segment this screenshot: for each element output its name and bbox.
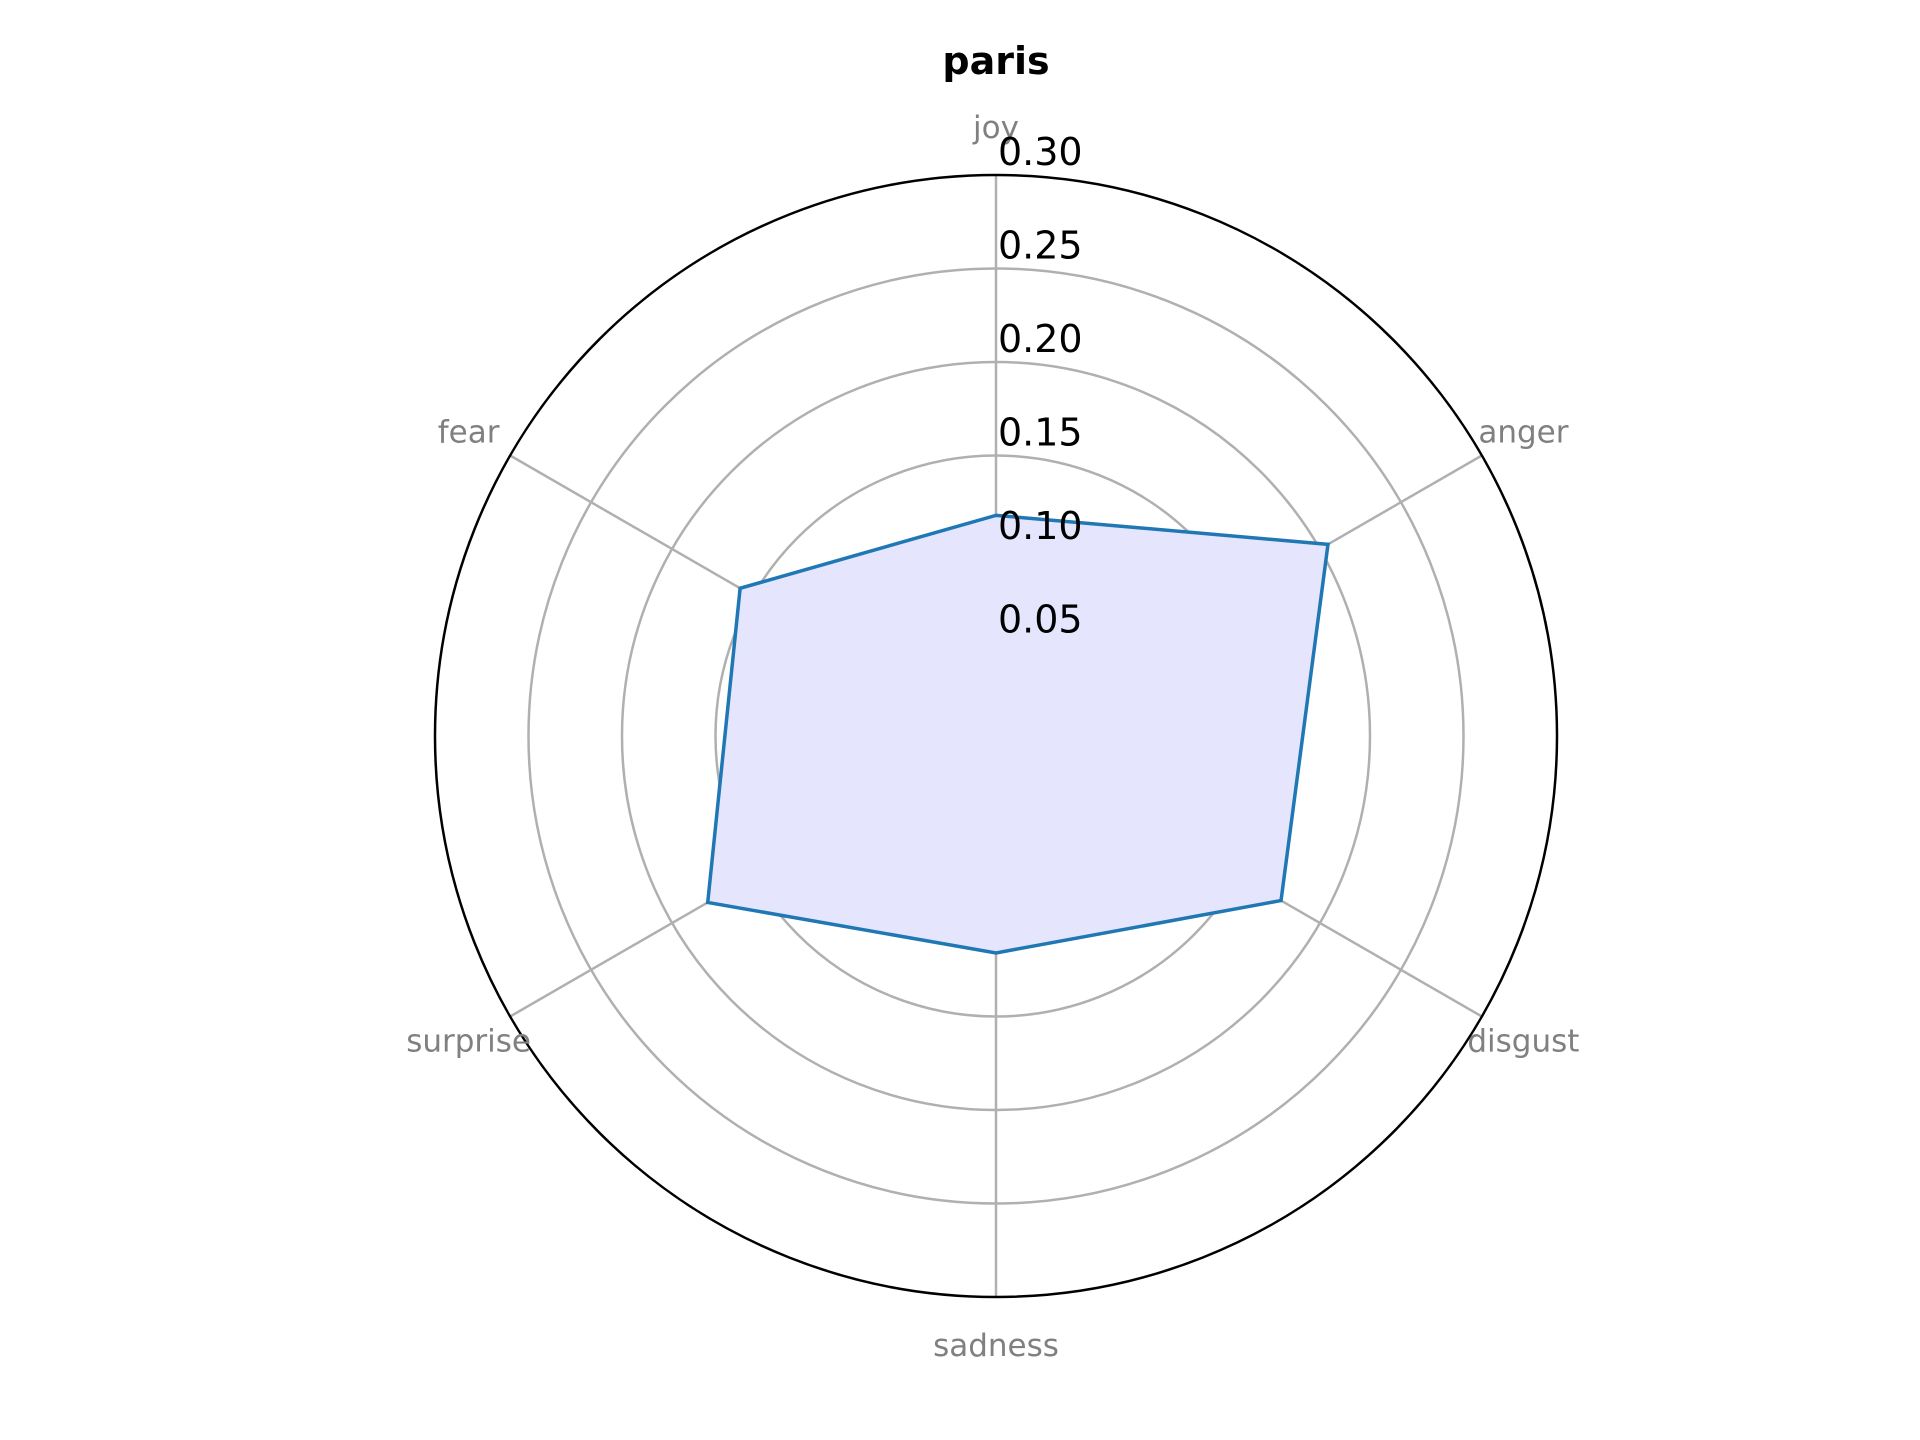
radial-tick-label: 0.15: [998, 411, 1083, 455]
radial-tick-label: 0.30: [998, 130, 1083, 174]
outer-ring: [433, 173, 1559, 1299]
category-label-sadness: sadness: [933, 1328, 1059, 1364]
category-labels: joy anger disgust sadness surprise fear: [406, 110, 1579, 1364]
category-label-anger: anger: [1478, 415, 1568, 451]
category-label-fear: fear: [438, 415, 500, 451]
series-line: [705, 513, 1330, 955]
category-label-disgust: disgust: [1467, 1024, 1579, 1060]
chart-title: paris: [942, 39, 1049, 83]
radial-tick-label: 0.10: [998, 504, 1083, 548]
radial-tick-label: 0.20: [998, 317, 1083, 361]
series-area: [707, 515, 1328, 953]
series-layer: [705, 513, 1330, 955]
category-label-surprise: surprise: [406, 1024, 531, 1060]
radial-tick-label: 0.05: [998, 598, 1083, 642]
category-label-joy: joy: [972, 110, 1019, 146]
radial-tick-labels: 0.05 0.10 0.15 0.20 0.25 0.30: [998, 130, 1083, 642]
radial-tick-label: 0.25: [998, 224, 1083, 268]
